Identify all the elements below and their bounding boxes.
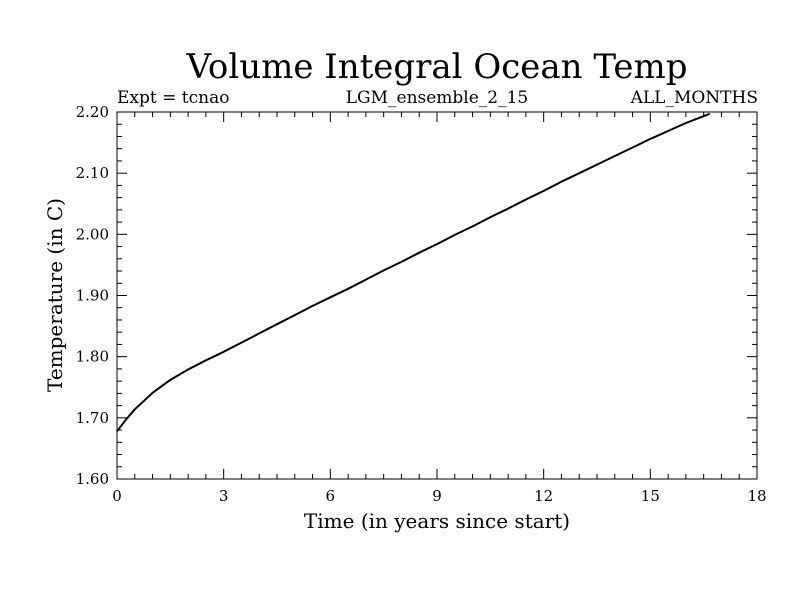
x-axis-label: Time (in years since start) (304, 509, 570, 533)
x-tick-label: 12 (534, 487, 553, 505)
x-tick-label: 15 (641, 487, 660, 505)
x-tick-label: 3 (219, 487, 229, 505)
subtitle-center: LGM_ensemble_2_15 (346, 88, 529, 108)
y-tick-label: 1.80 (76, 348, 109, 366)
x-tick-label: 9 (432, 487, 442, 505)
y-tick-label: 1.70 (76, 409, 109, 427)
subtitle-right: ALL_MONTHS (630, 88, 758, 108)
subtitle-left: Expt = tcnao (117, 88, 229, 108)
x-tick-label: 0 (112, 487, 122, 505)
tick-group (116, 111, 758, 480)
y-axis-label: Temperature (in C) (43, 198, 67, 392)
y-tick-label: 2.10 (76, 164, 109, 182)
plot-frame (116, 111, 758, 480)
y-tick-label: 1.60 (76, 470, 109, 488)
x-tick-label: 6 (326, 487, 336, 505)
series-line (116, 112, 711, 432)
x-tick-labels: 0 3 6 9 12 15 18 (112, 487, 766, 505)
chart-title: Volume Integral Ocean Temp (185, 47, 687, 87)
y-tick-label: 1.90 (76, 287, 109, 305)
y-tick-label: 2.20 (76, 103, 109, 121)
x-tick-label: 18 (747, 487, 766, 505)
y-tick-labels: 1.60 1.70 1.80 1.90 2.00 2.10 2.20 (76, 103, 109, 488)
y-tick-label: 2.00 (76, 225, 109, 243)
